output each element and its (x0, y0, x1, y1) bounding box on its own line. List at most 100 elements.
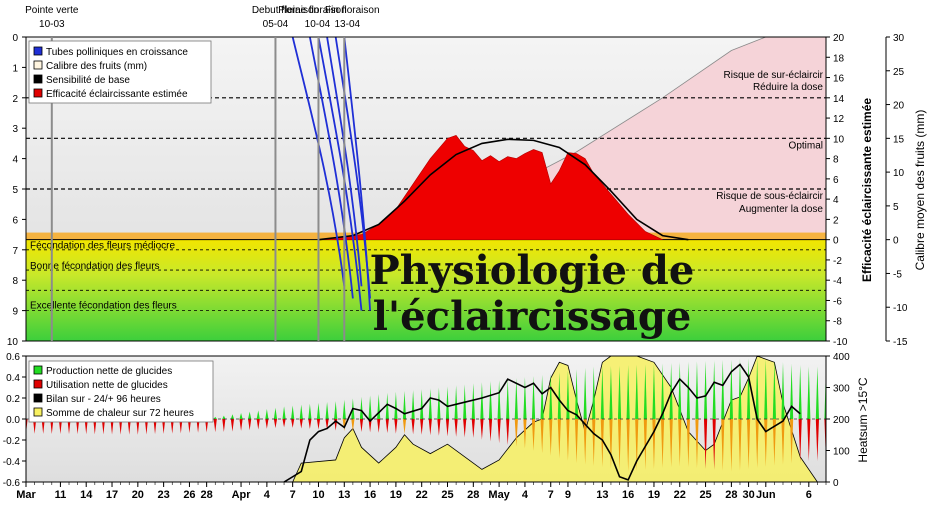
event-label-3: Fin floraison (325, 5, 379, 16)
bottom-panel: 0.6 0.4 0.2 0.0 -0.2 -0.4 -0.6 400 300 200 100 0 M… (3, 352, 870, 501)
utilisation-bar (136, 419, 140, 435)
utilisation-bar (110, 419, 114, 435)
production-bar (299, 404, 303, 419)
production-bar (445, 386, 450, 419)
pollen-tube-5 (343, 37, 371, 311)
utilisation-bar (316, 419, 321, 430)
utilisation-bar (351, 419, 355, 432)
utilisation-bar (738, 419, 742, 471)
production-bar (471, 383, 475, 419)
utilisation-bar (643, 419, 647, 470)
y-right2-tick-8: -10 (893, 303, 908, 314)
x-tick-14: 19 (390, 489, 402, 501)
bottom-legend-label-3: Somme de chaleur sur 72 heures (46, 408, 194, 419)
production-bar (488, 381, 493, 419)
utilisation-bar (93, 419, 97, 435)
utilisation-bar (153, 419, 157, 435)
y-right-bottom-tick-0: 400 (833, 352, 850, 363)
production-bar (420, 389, 424, 419)
y-left-tick-3: 3 (12, 124, 18, 135)
utilisation-bar (445, 419, 450, 437)
bottom-legend-label-0: Production nette de glucides (46, 366, 172, 377)
x-tick-27: 28 (725, 489, 737, 501)
x-tick-4: 20 (132, 489, 144, 501)
production-bar (394, 391, 398, 419)
utilisation-bar (273, 419, 278, 429)
production-bar (385, 392, 389, 419)
threshold-label-1: Optimal (789, 140, 823, 151)
y-right1-tick-11: -2 (833, 256, 842, 267)
production-bar (454, 385, 458, 419)
production-bar (213, 416, 217, 419)
utilisation-bar (291, 419, 295, 428)
y-left-bottom-tick-4: -0.2 (3, 436, 21, 447)
y-right2-axis-title: Calibre moyen des fruits (mm) (913, 110, 927, 271)
utilisation-bar (781, 419, 785, 465)
efficacite-area (318, 134, 663, 240)
production-bar (609, 365, 613, 419)
production-bar (789, 363, 794, 419)
y-right1-tick-3: 14 (833, 94, 845, 105)
utilisation-bar (368, 419, 372, 433)
utilisation-bar (213, 419, 217, 433)
x-tick-6: 26 (183, 489, 195, 501)
y-left-bottom-tick-0: 0.6 (6, 352, 20, 363)
zone-label-0: Fécondation des fleurs médiocre (30, 241, 176, 252)
utilisation-bar (196, 419, 200, 433)
utilisation-bar (471, 419, 475, 438)
production-bar (807, 366, 811, 419)
utilisation-bar (428, 419, 432, 436)
production-bar (239, 412, 243, 419)
y-right1-tick-14: -8 (833, 317, 842, 328)
bottom-legend-swatch-0 (33, 365, 43, 375)
utilisation-bar (76, 419, 80, 435)
production-bar (549, 373, 553, 419)
production-bar (660, 363, 665, 419)
event-date-0: 10-03 (39, 19, 65, 30)
production-bar (781, 362, 785, 419)
y-right1-tick-7: 6 (833, 175, 839, 186)
utilisation-bar (574, 419, 579, 464)
utilisation-bar (729, 419, 733, 472)
top-legend-swatch-0 (33, 46, 43, 56)
production-bar (265, 409, 269, 419)
utilisation-bar (480, 419, 484, 440)
x-tick-2: 14 (80, 489, 93, 501)
utilisation-bar (703, 419, 708, 469)
production-bar (480, 382, 484, 419)
pollen-tube-1 (308, 37, 354, 299)
x-tick-21: 9 (565, 489, 571, 501)
bottom-legend-box (28, 360, 214, 423)
utilisation-bar (772, 419, 776, 466)
top-legend-swatch-1 (33, 60, 43, 70)
pollen-tube-2 (317, 37, 363, 311)
production-bar (506, 379, 510, 419)
overlay-title-line1: Physiologie de (370, 247, 695, 294)
event-date-1: 05-04 (263, 19, 289, 30)
sensibilite-line (318, 138, 689, 241)
utilisation-bar (33, 419, 37, 434)
utilisation-bar (488, 419, 493, 442)
production-bar (686, 361, 690, 419)
x-tick-28: 30 (742, 489, 754, 501)
utilisation-bar (506, 419, 510, 445)
top-legend-swatch-3 (33, 88, 43, 98)
threshold-label-2: Risque de sous-éclaircir (716, 191, 823, 202)
production-bar (635, 364, 639, 419)
production-bar (798, 365, 802, 419)
utilisation-bar (67, 419, 71, 435)
utilisation-bar (437, 419, 441, 436)
event-label-1: Debut floraison (252, 5, 319, 16)
bottom-legend-swatch-2 (33, 393, 43, 403)
utilisation-bar (222, 419, 226, 432)
production-bar (230, 414, 235, 419)
utilisation-bar (686, 419, 690, 468)
utilisation-bar (669, 419, 673, 468)
y-right2-tick-5: 5 (893, 202, 899, 213)
utilisation-bar (58, 419, 63, 435)
utilisation-bar (600, 419, 604, 468)
pollen-tube-0 (291, 37, 346, 287)
production-bar (248, 411, 252, 419)
utilisation-bar (282, 419, 286, 428)
